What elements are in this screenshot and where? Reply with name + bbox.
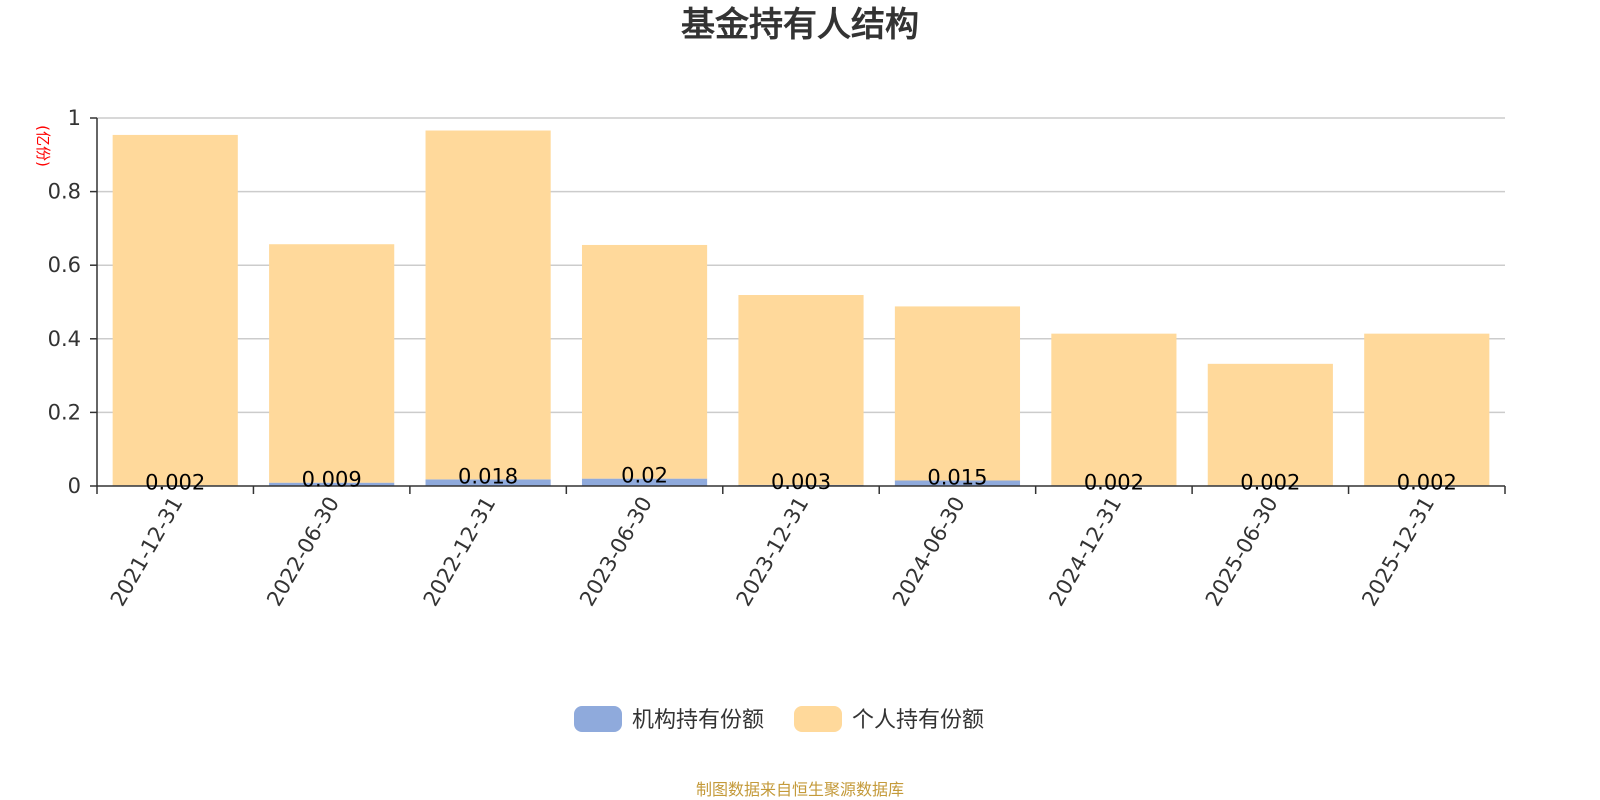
y-tick-label: 0 [68,474,81,498]
x-tick-label: 2021-12-31 [106,493,188,611]
bar-individual-2021-12-31[interactable] [112,134,238,486]
bar-institutional-2022-12-31[interactable] [425,479,551,486]
y-tick-label: 0.8 [48,180,81,204]
legend-swatch-individual[interactable] [794,706,842,732]
bar-individual-2022-06-30[interactable] [269,244,395,483]
y-tick-label: 0.4 [48,327,81,351]
bar-institutional-2022-06-30[interactable] [269,482,395,486]
bar-individual-2025-12-31[interactable] [1364,333,1490,486]
y-tick-label: 0.6 [48,253,81,277]
bar-individual-2022-12-31[interactable] [425,130,551,480]
y-tick-label: 0.2 [48,400,81,424]
legend-label-individual[interactable]: 个人持有份额 [852,708,984,733]
y-tick-label: 1 [68,106,81,130]
x-tick-label: 2022-12-31 [419,493,501,611]
data-label: 0.009 [302,468,362,492]
legend-swatch-institutional[interactable] [574,706,622,732]
data-labels: 0.002 0.009 0.018 0.02 0.003 0.015 0.002 0.002 0… [145,464,1457,495]
bar-individual-2023-06-30[interactable] [581,244,708,479]
data-label: 0.002 [1397,470,1457,494]
bar-individual-2024-12-31[interactable] [1051,333,1177,486]
x-tick-label: 2024-06-30 [888,493,970,611]
bar-individual-2025-06-30[interactable] [1207,363,1333,486]
bar-institutional-2023-06-30[interactable] [581,478,708,486]
data-label: 0.003 [771,470,831,494]
y-axis-unit: (亿份) [34,125,52,167]
chart-title: 基金持有人结构 [681,5,919,45]
legend[interactable]: 机构持有份额 个人持有份额 [574,706,984,733]
x-tick-label: 2023-12-31 [732,493,814,611]
bar-individual-2023-12-31[interactable] [738,295,864,485]
bar-individual-2024-06-30[interactable] [894,306,1021,481]
data-label: 0.002 [1240,470,1300,494]
x-tick-label: 2024-12-31 [1044,493,1126,611]
data-label: 0.002 [1084,470,1144,494]
data-label: 0.002 [145,470,205,494]
data-label: 0.02 [621,464,668,488]
source-note: 制图数据来自恒生聚源数据库 [696,780,904,799]
x-tick-label: 2025-06-30 [1201,493,1283,611]
x-tick-label: 2023-06-30 [575,493,657,611]
data-label: 0.018 [458,464,518,488]
bar-institutional-2024-06-30[interactable] [894,480,1021,486]
x-tick-label: 2022-06-30 [262,493,344,611]
legend-label-institutional[interactable]: 机构持有份额 [632,708,764,733]
bars[interactable] [112,130,1490,486]
data-label: 0.015 [927,465,987,489]
x-tick-label: 2025-12-31 [1357,493,1439,611]
